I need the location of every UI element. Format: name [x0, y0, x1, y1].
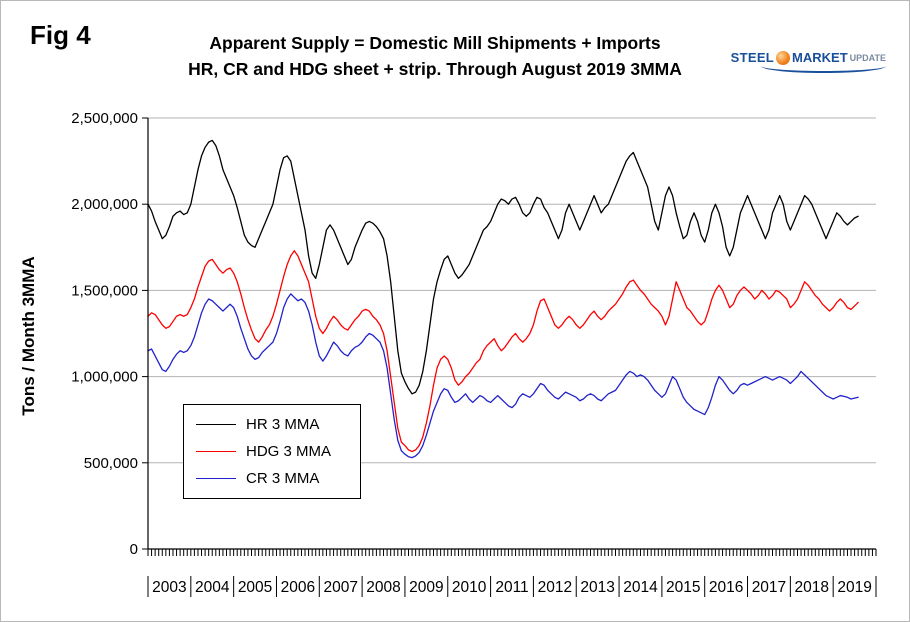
x-year-label: 2003 — [152, 579, 186, 596]
x-year-label: 2006 — [281, 579, 315, 596]
logo-steel-text: STEEL — [730, 50, 775, 65]
smu-logo-text: STEEL MARKET UPDATE — [731, 50, 886, 65]
x-year-label: 2018 — [795, 579, 829, 596]
y-tick-label: 2,500,000 — [71, 110, 138, 127]
logo-swoosh — [760, 66, 886, 73]
x-year-label: 2012 — [538, 579, 572, 596]
smu-logo: STEEL MARKET UPDATE — [731, 50, 886, 73]
x-year-label: 2005 — [238, 579, 272, 596]
x-year-label: 2019 — [837, 579, 871, 596]
series-line-hr-3-mma — [147, 139, 859, 395]
x-year-label: 2011 — [495, 579, 528, 596]
logo-update-text: UPDATE — [849, 52, 886, 63]
x-year-label: 2017 — [752, 579, 786, 596]
y-tick-label: 1,000,000 — [71, 369, 138, 386]
series-line-hdg-3-mma — [147, 250, 859, 453]
legend-label-cr: CR 3 MMA — [246, 470, 320, 487]
y-tick-label: 2,000,000 — [71, 196, 138, 213]
legend-label-hr: HR 3 MMA — [246, 416, 320, 433]
legend-item-hr: HR 3 MMA — [196, 416, 348, 433]
x-year-label: 2008 — [366, 579, 400, 596]
y-tick-label: 500,000 — [84, 455, 138, 472]
chart-title-line2: HR, CR and HDG sheet + strip. Through Au… — [188, 59, 682, 79]
x-year-label: 2015 — [666, 579, 700, 596]
legend-box: HR 3 MMA HDG 3 MMA CR 3 MMA — [183, 404, 361, 499]
legend-item-cr: CR 3 MMA — [196, 470, 348, 487]
x-year-label: 2016 — [709, 579, 743, 596]
logo-market-text: MARKET — [792, 50, 848, 65]
series-line-cr-3-mma — [147, 293, 859, 459]
x-year-label: 2004 — [195, 579, 230, 596]
y-tick-label: 0 — [130, 541, 138, 558]
y-tick-label: 1,500,000 — [71, 282, 138, 299]
legend-line-hr — [196, 424, 236, 425]
legend-item-hdg: HDG 3 MMA — [196, 443, 348, 460]
legend-label-hdg: HDG 3 MMA — [246, 443, 332, 460]
figure-label: Fig 4 — [30, 20, 91, 50]
globe-icon — [776, 50, 791, 65]
x-year-label: 2010 — [452, 579, 487, 596]
legend-line-cr — [196, 478, 236, 479]
legend-line-hdg — [196, 451, 236, 452]
x-year-label: 2007 — [323, 579, 357, 596]
x-year-label: 2013 — [580, 579, 614, 596]
x-year-label: 2014 — [623, 579, 658, 596]
chart-title-line1: Apparent Supply = Domestic Mill Shipment… — [209, 33, 661, 53]
chart-title: Apparent Supply = Domestic Mill Shipment… — [110, 30, 760, 82]
x-year-label: 2009 — [409, 579, 443, 596]
